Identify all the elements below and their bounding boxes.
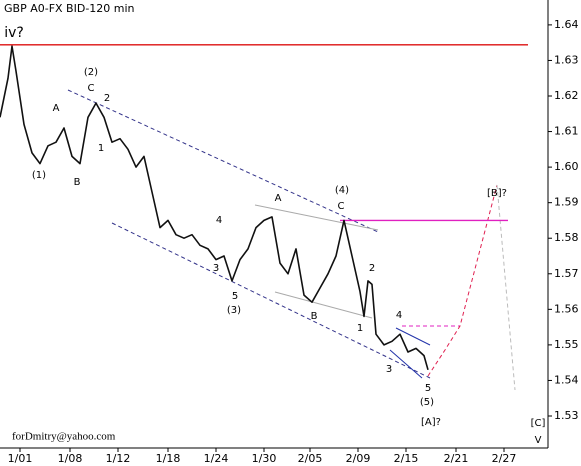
wave-label: B <box>74 177 81 188</box>
y-tick-label: 1.54 <box>554 373 579 386</box>
x-tick-label: 2/15 <box>394 452 419 465</box>
wave-label: [B]? <box>487 188 507 199</box>
wave-label: C <box>338 201 345 212</box>
x-tick-label: 1/12 <box>106 452 131 465</box>
wave-label: C <box>88 83 95 94</box>
x-tick-label: 1/30 <box>252 452 277 465</box>
wave-label: 1 <box>357 323 363 334</box>
price-line <box>0 45 429 371</box>
chart-title: GBP A0-FX BID-120 min <box>4 2 135 15</box>
wave-label: iv? <box>4 25 24 41</box>
wave-label: A <box>275 193 282 204</box>
wave-label: (5) <box>420 397 434 408</box>
y-tick-label: 1.57 <box>554 267 579 280</box>
x-tick-label: 1/18 <box>156 452 181 465</box>
y-tick-label: 1.62 <box>554 89 579 102</box>
wave-label: 4 <box>396 310 402 321</box>
wave-label: V <box>535 435 542 446</box>
wave-label: B <box>311 311 318 322</box>
x-tick-label: 2/09 <box>346 452 371 465</box>
channel-lower <box>111 222 431 379</box>
wave-label: 2 <box>104 93 110 104</box>
x-tick-label: 1/24 <box>204 452 229 465</box>
wedge-line <box>389 349 423 379</box>
forecast-path <box>427 184 498 377</box>
x-tick-label: 2/27 <box>492 452 517 465</box>
wave-label: (1) <box>32 170 46 181</box>
wave-label: A <box>53 103 60 114</box>
x-tick-label: 2/21 <box>444 452 469 465</box>
wave-label: 4 <box>216 215 222 226</box>
x-tick-label: 2/05 <box>298 452 323 465</box>
wave-label: 3 <box>213 263 219 274</box>
footer: forDmitry@yahoo.com <box>12 431 116 443</box>
forecast-path <box>496 184 516 391</box>
y-tick-label: 1.59 <box>554 196 579 209</box>
y-tick-label: 1.56 <box>554 302 579 315</box>
wave-label: 5 <box>232 291 238 302</box>
wave-label: 2 <box>369 263 375 274</box>
wave-label: [C] <box>531 418 546 429</box>
y-tick-label: 1.55 <box>554 338 579 351</box>
overlays <box>67 89 516 391</box>
x-tick-label: 1/08 <box>58 452 83 465</box>
y-tick-label: 1.60 <box>554 160 579 173</box>
wave-label: 5 <box>425 383 431 394</box>
wave-label: (3) <box>227 305 241 316</box>
trend-line <box>274 291 373 319</box>
x-tick-label: 1/01 <box>8 452 33 465</box>
trend-line <box>254 204 379 231</box>
y-tick-label: 1.58 <box>554 231 579 244</box>
wedge-line <box>395 327 431 346</box>
wave-label: 1 <box>98 143 104 154</box>
y-tick-label: 1.63 <box>554 53 579 66</box>
wave-label: (2) <box>84 67 98 78</box>
y-tick-label: 1.53 <box>554 409 579 422</box>
y-tick-label: 1.64 <box>554 18 579 31</box>
wave-label: 3 <box>386 364 392 375</box>
wave-label: (4) <box>335 185 349 196</box>
channel-upper <box>67 89 379 233</box>
wave-label: [A]? <box>421 417 441 428</box>
y-tick-label: 1.61 <box>554 125 579 138</box>
